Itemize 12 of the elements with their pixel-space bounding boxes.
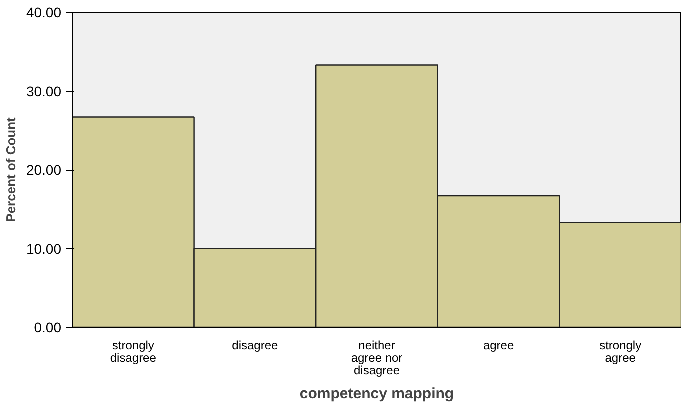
- x-tick-label: neither agree nor disagree: [351, 338, 403, 378]
- y-tick-label: 10.00: [26, 240, 62, 257]
- y-tick-label: 20.00: [26, 162, 62, 178]
- y-tick-label: 40.00: [26, 4, 62, 20]
- x-axis-title: competency mapping: [300, 386, 454, 403]
- x-tick-label: strongly agree: [600, 338, 642, 366]
- y-tick-label: 30.00: [26, 83, 62, 100]
- x-tick-label: strongly disagree: [110, 338, 157, 366]
- x-tick-label: agree: [483, 338, 514, 352]
- x-tick-label: disagree: [232, 338, 279, 352]
- y-axis-title: Percent of Count: [3, 116, 18, 222]
- y-tick-label: 0.00: [34, 320, 62, 336]
